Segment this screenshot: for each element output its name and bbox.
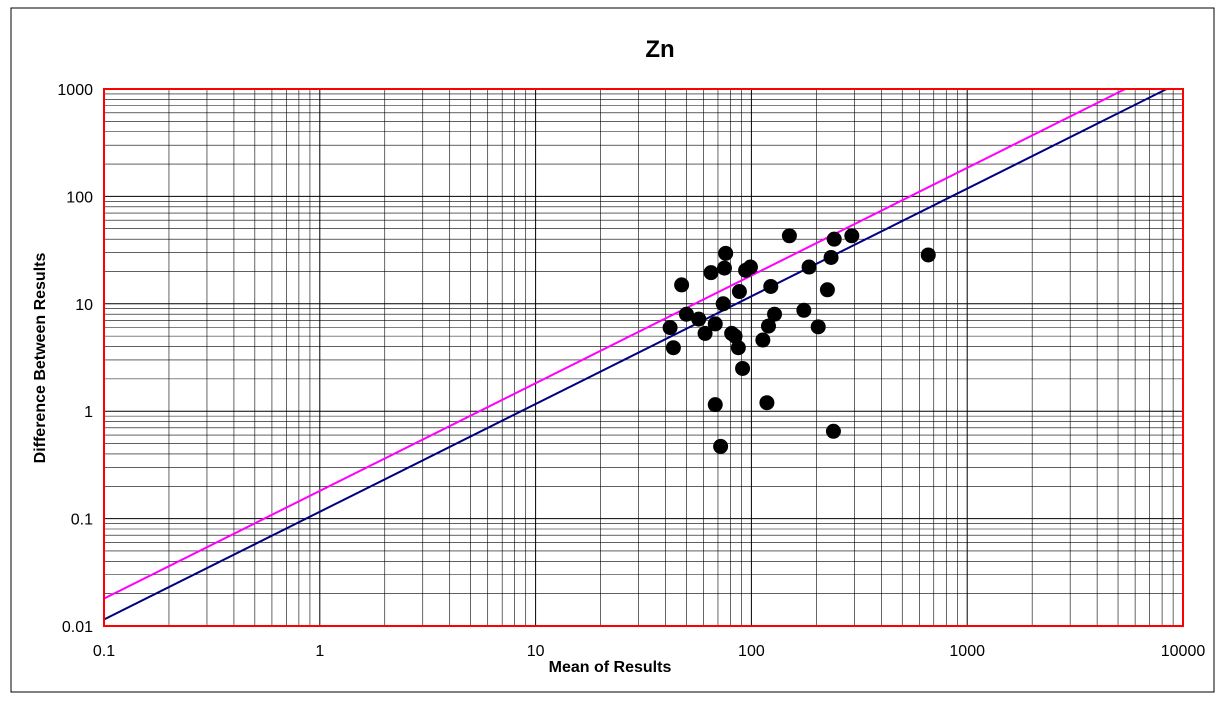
data-point (731, 284, 747, 300)
reference-line (103, 88, 1168, 621)
data-point (810, 319, 826, 335)
data-point (727, 328, 743, 344)
data-point (825, 423, 841, 439)
x-axis-label: Mean of Results (549, 659, 672, 676)
data-point (763, 278, 779, 294)
data-point (735, 360, 751, 376)
reference-line (103, 88, 1126, 600)
data-point (691, 311, 707, 327)
y-axis-label: Difference Between Results (32, 253, 49, 464)
data-point (718, 245, 734, 261)
plot-area-border (103, 88, 1184, 627)
data-point (707, 316, 723, 332)
data-point (759, 395, 775, 411)
data-point (716, 260, 732, 276)
x-axis-tick-labels: 0.1 1 10 100 1000 10000 (93, 643, 1205, 660)
chart-title: Zn (645, 36, 674, 63)
reference-lines (103, 88, 1168, 621)
grid (103, 89, 1183, 627)
data-point (742, 259, 758, 275)
data-point (674, 277, 690, 293)
y-tick-label: 0.1 (71, 512, 93, 529)
data-point (755, 332, 771, 348)
data-point (826, 231, 842, 247)
data-point (760, 318, 776, 334)
x-tick-label: 1 (315, 643, 324, 660)
data-point (844, 228, 860, 244)
data-point (707, 397, 723, 413)
data-point (801, 259, 817, 275)
data-point (665, 340, 681, 356)
y-axis-tick-labels: 0.01 0.1 1 10 100 1000 (57, 82, 93, 636)
y-tick-label: 100 (66, 189, 93, 206)
data-point (662, 320, 678, 336)
data-point (823, 249, 839, 265)
x-tick-label: 1000 (949, 643, 985, 660)
y-tick-label: 1 (84, 404, 93, 421)
data-point (920, 247, 936, 263)
data-point (730, 340, 746, 356)
x-tick-label: 0.1 (93, 643, 115, 660)
data-point (767, 306, 783, 322)
data-point (781, 228, 797, 244)
data-point (678, 306, 694, 322)
x-tick-label: 100 (738, 643, 765, 660)
data-point (703, 265, 719, 281)
data-point (697, 325, 713, 341)
y-tick-label: 10 (75, 297, 93, 314)
data-point (713, 438, 729, 454)
data-point (715, 296, 731, 312)
x-tick-label: 10000 (1161, 643, 1206, 660)
data-point (796, 302, 812, 318)
x-tick-label: 10 (527, 643, 545, 660)
y-tick-label: 1000 (57, 82, 93, 99)
y-tick-label: 0.01 (62, 619, 93, 636)
chart-area-border (10, 7, 1215, 693)
data-point (819, 282, 835, 298)
data-points (662, 228, 936, 454)
